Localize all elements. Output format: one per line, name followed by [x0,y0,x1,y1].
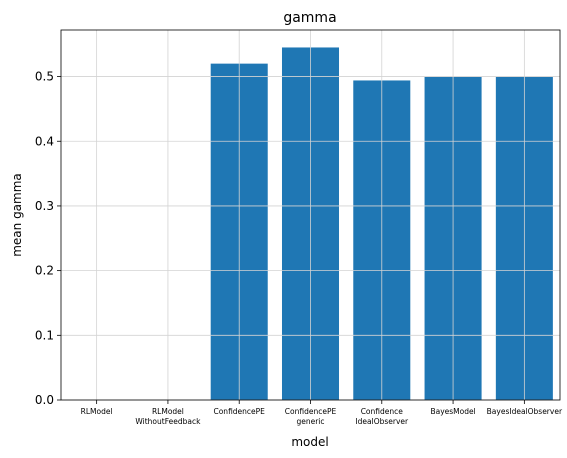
x-tick-label: Confidence IdealObserver [355,407,409,426]
y-tick-label: 0.0 [35,393,54,407]
x-axis-label: model [291,435,328,449]
y-axis-label: mean gamma [10,173,24,257]
x-tick-label: BayesModel [430,407,475,416]
x-ticks: RLModel RLModel WithoutFeedback ConfidenceP… [81,400,563,426]
x-tick-label: RLModel [81,407,113,416]
x-tick-label: RLModel WithoutFeedback [135,407,201,426]
y-tick-label: 0.3 [35,199,54,213]
chart-title: gamma [283,10,336,26]
y-tick-label: 0.4 [35,134,54,148]
x-tick-label: BayesIdealObserver [487,407,563,416]
grid-lines [61,30,560,401]
y-ticks: 0.0 0.1 0.2 0.3 0.4 0.5 [35,70,61,407]
y-tick-label: 0.1 [35,328,54,342]
y-tick-label: 0.2 [35,264,54,278]
x-tick-label: ConfidencePE [213,407,265,416]
y-tick-label: 0.5 [35,70,54,84]
x-tick-label: ConfidencePE generic [285,407,337,426]
